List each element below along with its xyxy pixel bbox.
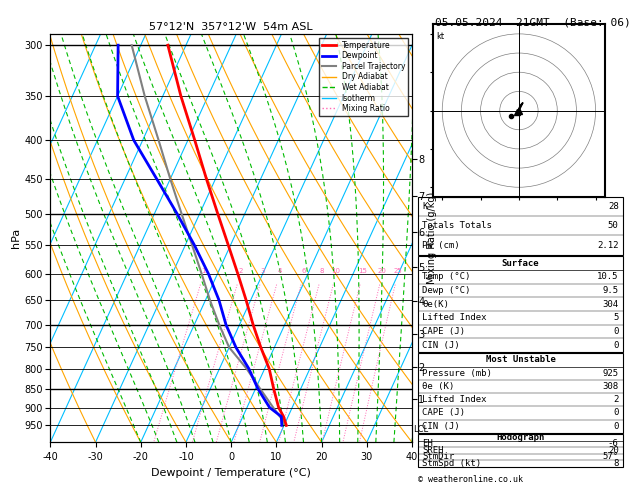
Text: kt: kt [437, 32, 445, 41]
Text: 15: 15 [359, 268, 367, 274]
Text: θe (K): θe (K) [423, 382, 455, 391]
Y-axis label: hPa: hPa [11, 228, 21, 248]
Text: 8: 8 [613, 459, 619, 468]
Text: Pressure (mb): Pressure (mb) [423, 369, 493, 378]
Text: Dewp (°C): Dewp (°C) [423, 286, 470, 295]
Text: 9.5: 9.5 [603, 286, 619, 295]
Text: 1: 1 [201, 268, 206, 274]
Text: 304: 304 [603, 299, 619, 309]
Text: θe(K): θe(K) [423, 299, 449, 309]
Legend: Temperature, Dewpoint, Parcel Trajectory, Dry Adiabat, Wet Adiabat, Isotherm, Mi: Temperature, Dewpoint, Parcel Trajectory… [319, 38, 408, 116]
Text: Totals Totals: Totals Totals [423, 221, 493, 230]
Text: 0: 0 [613, 408, 619, 417]
Text: 3: 3 [260, 268, 265, 274]
Text: Temp (°C): Temp (°C) [423, 272, 470, 281]
Text: Surface: Surface [502, 259, 539, 267]
Text: 57°: 57° [603, 452, 619, 461]
Text: CIN (J): CIN (J) [423, 422, 460, 431]
Text: CIN (J): CIN (J) [423, 341, 460, 349]
Text: 0: 0 [613, 341, 619, 349]
Text: Most Unstable: Most Unstable [486, 355, 555, 364]
Text: 25: 25 [393, 268, 402, 274]
Text: EH: EH [423, 439, 433, 449]
Text: StmSpd (kt): StmSpd (kt) [423, 459, 481, 468]
Text: 0: 0 [613, 422, 619, 431]
Text: 0: 0 [613, 327, 619, 336]
Text: CAPE (J): CAPE (J) [423, 327, 465, 336]
Text: 6: 6 [302, 268, 306, 274]
Text: -6: -6 [608, 439, 619, 449]
Text: 10: 10 [331, 268, 340, 274]
Text: 28: 28 [608, 202, 619, 211]
Text: 2: 2 [613, 395, 619, 404]
Text: CAPE (J): CAPE (J) [423, 408, 465, 417]
Title: 57°12'N  357°12'W  54m ASL: 57°12'N 357°12'W 54m ASL [149, 22, 313, 32]
Text: PW (cm): PW (cm) [423, 241, 460, 250]
Text: Hodograph: Hodograph [496, 433, 545, 442]
Text: K: K [423, 202, 428, 211]
Text: 20: 20 [378, 268, 387, 274]
Text: 308: 308 [603, 382, 619, 391]
Text: 50: 50 [608, 221, 619, 230]
Text: 8: 8 [320, 268, 324, 274]
Text: 2: 2 [238, 268, 242, 274]
Text: StmDir: StmDir [423, 452, 455, 461]
Text: 10.5: 10.5 [597, 272, 619, 281]
Text: Lifted Index: Lifted Index [423, 395, 487, 404]
Text: SREH: SREH [423, 446, 444, 455]
Text: 4: 4 [277, 268, 282, 274]
X-axis label: Dewpoint / Temperature (°C): Dewpoint / Temperature (°C) [151, 468, 311, 478]
Text: 5: 5 [613, 313, 619, 322]
Y-axis label: Mixing Ratio (g/kg): Mixing Ratio (g/kg) [427, 192, 437, 284]
Text: © weatheronline.co.uk: © weatheronline.co.uk [418, 474, 523, 484]
Text: LCL: LCL [413, 425, 428, 434]
Text: Lifted Index: Lifted Index [423, 313, 487, 322]
Text: 2.12: 2.12 [597, 241, 619, 250]
Text: 925: 925 [603, 369, 619, 378]
Text: 20: 20 [608, 446, 619, 455]
Text: 05.05.2024  21GMT  (Base: 06): 05.05.2024 21GMT (Base: 06) [435, 17, 629, 27]
